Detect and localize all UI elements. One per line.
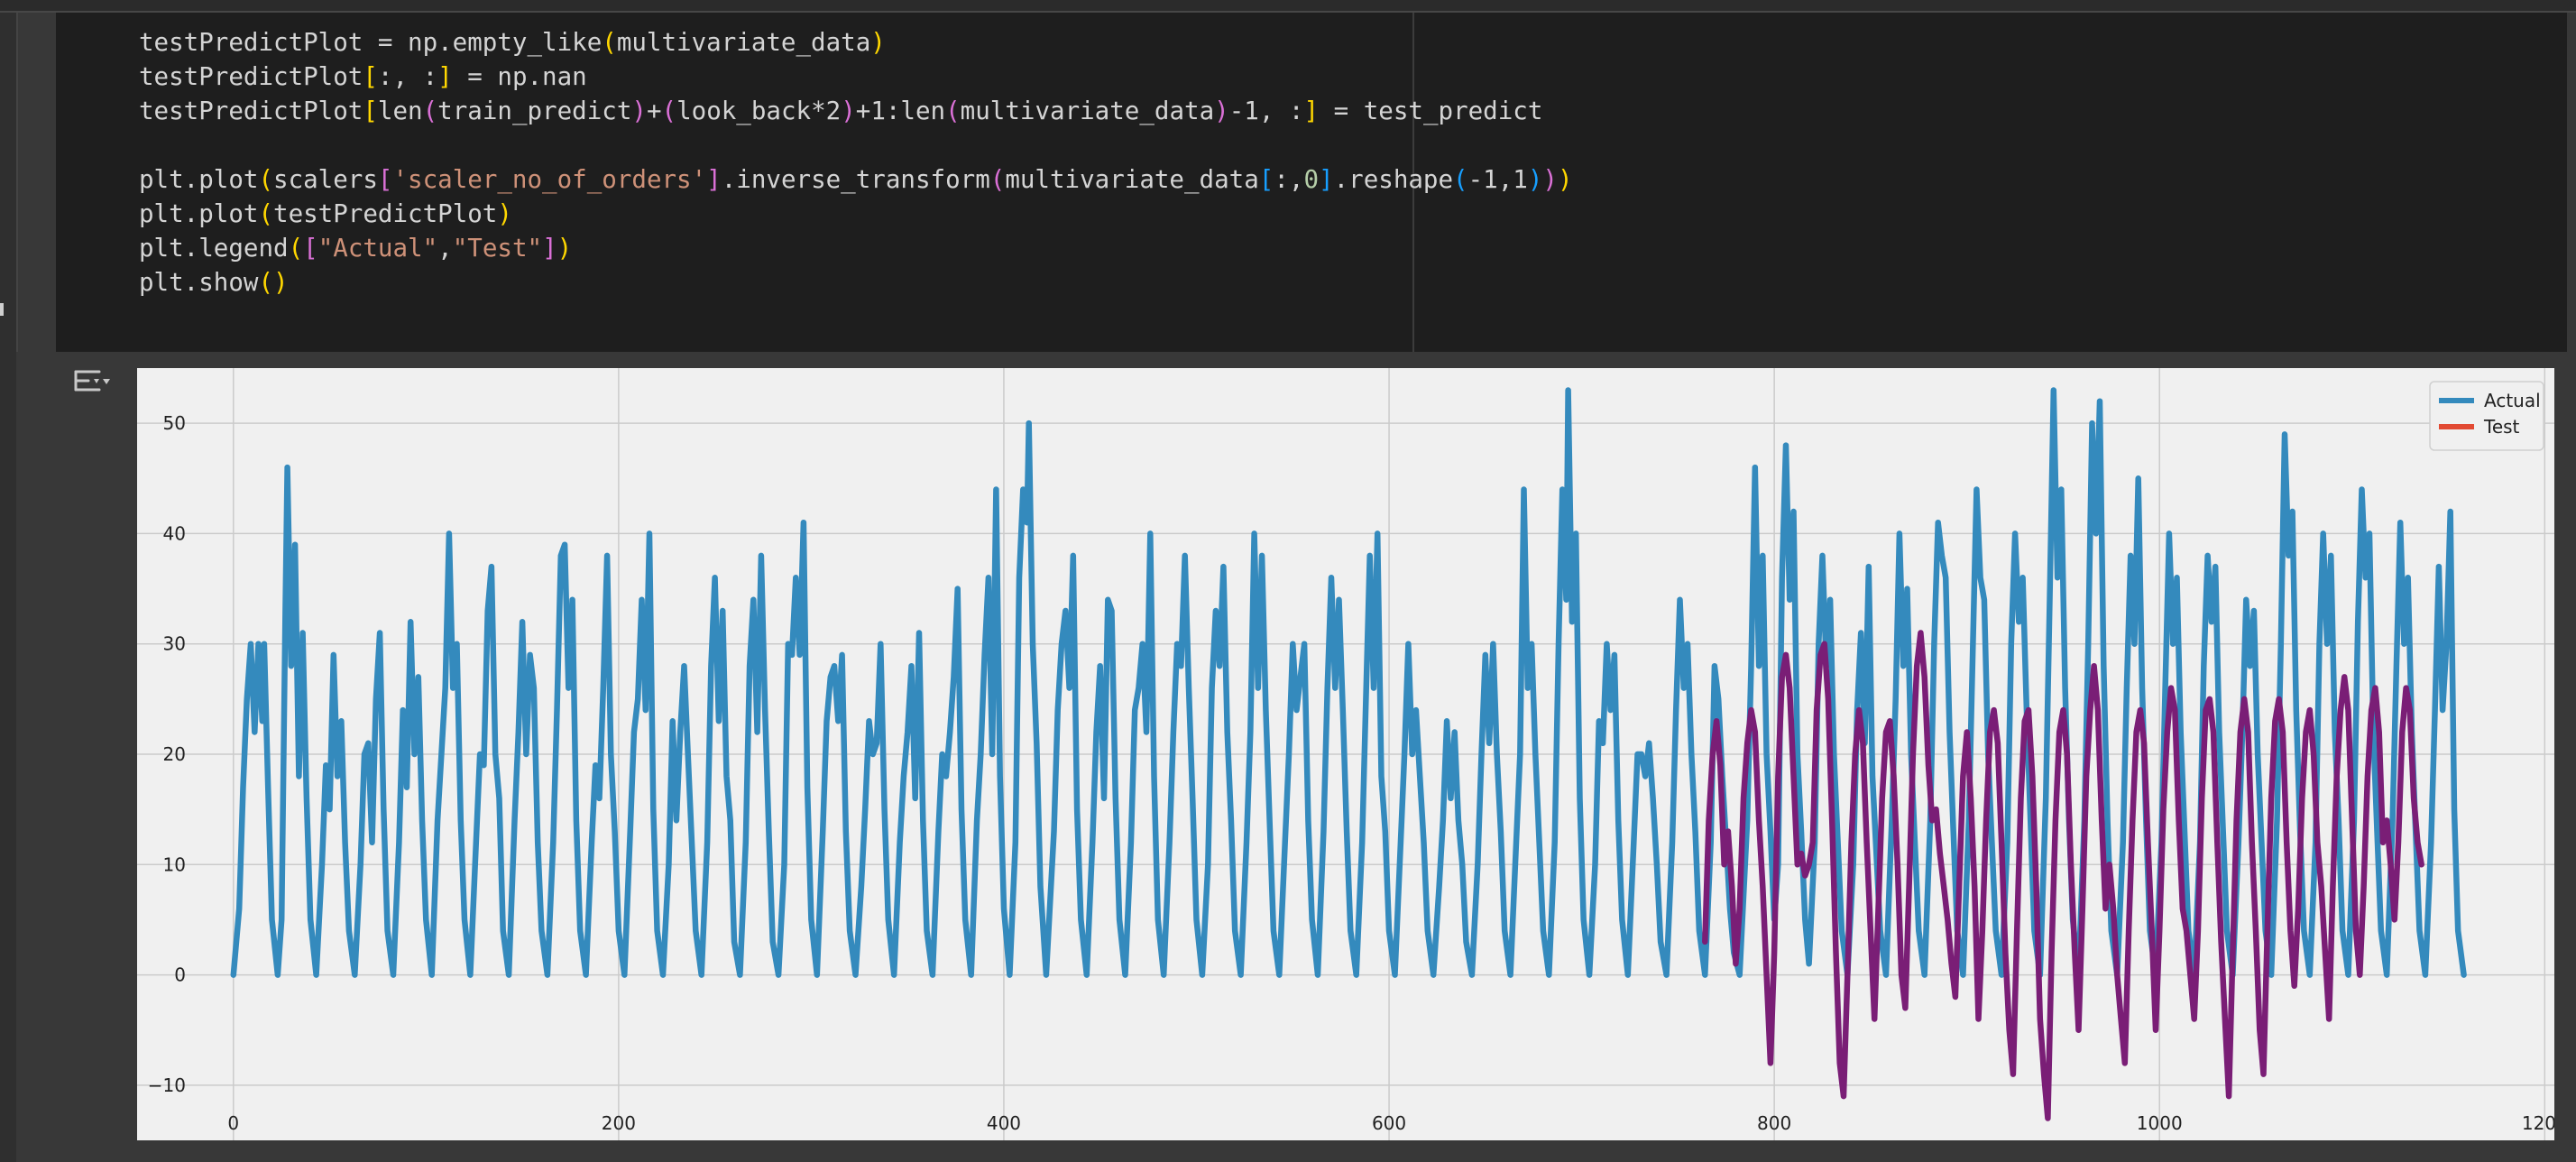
code-token: +1:len <box>855 97 946 125</box>
code-token: ( <box>258 199 274 228</box>
code-token: ) <box>1214 97 1229 125</box>
code-editor[interactable]: testPredictPlot = np.empty_like(multivar… <box>139 25 1573 300</box>
code-token: ] <box>706 165 722 194</box>
code-token: ( <box>288 234 304 263</box>
code-token: [ <box>363 62 378 91</box>
code-token: [ <box>1258 165 1274 194</box>
code-token: testPredictPlot <box>139 62 363 91</box>
top-bar <box>0 0 2576 13</box>
code-token: ( <box>661 97 677 125</box>
code-token: ( <box>989 165 1006 194</box>
code-token: testPredictPlot = np.empty_like <box>139 28 603 57</box>
code-token: ( <box>602 28 617 57</box>
left-gutter <box>0 13 18 1162</box>
code-line: plt.legend(["Actual","Test"]) <box>139 231 1573 265</box>
code-token: ( <box>258 268 274 297</box>
y-tick-label: 10 <box>163 853 186 875</box>
y-tick-label: −10 <box>148 1074 186 1096</box>
code-line: testPredictPlot[:, :] = np.nan <box>139 60 1573 94</box>
code-token: ( <box>1453 165 1468 194</box>
code-token: ( <box>258 165 274 194</box>
code-token: plt.legend <box>139 234 289 263</box>
code-token: scalers <box>273 165 378 194</box>
code-token: , <box>437 234 453 263</box>
code-token: ] <box>437 62 453 91</box>
x-tick-label: 1200 <box>2522 1112 2554 1134</box>
x-tick-label: 800 <box>1757 1112 1791 1134</box>
code-line: testPredictPlot = np.empty_like(multivar… <box>139 25 1573 60</box>
gutter-marker <box>0 303 4 316</box>
code-token: plt.plot <box>139 199 259 228</box>
code-token: ) <box>273 268 289 297</box>
code-token: "Test" <box>452 234 543 263</box>
code-line: plt.plot(scalers['scaler_no_of_orders'].… <box>139 162 1573 197</box>
code-token: = np.nan <box>452 62 587 91</box>
x-tick-label: 0 <box>227 1112 239 1134</box>
code-token: [ <box>377 165 393 194</box>
legend-label: Actual <box>2484 390 2541 411</box>
y-tick-label: 40 <box>163 522 186 544</box>
code-token: plt.plot <box>139 165 259 194</box>
code-token: multivariate_data <box>960 97 1215 125</box>
code-token: :, : <box>377 62 438 91</box>
code-token: train_predict <box>437 97 632 125</box>
y-tick-label: 50 <box>163 412 186 434</box>
code-token: ) <box>841 97 856 125</box>
code-token: 0 <box>1303 165 1320 194</box>
code-ruler <box>1412 13 1414 352</box>
code-token: ) <box>497 199 512 228</box>
code-line: plt.show() <box>139 265 1573 300</box>
code-token: multivariate_data <box>1005 165 1259 194</box>
code-token: 'scaler_no_of_orders' <box>392 165 707 194</box>
code-token: [ <box>303 234 318 263</box>
code-token: plt.show <box>139 268 259 297</box>
code-token: ( <box>422 97 438 125</box>
code-token: .inverse_transform <box>721 165 990 194</box>
code-token: look_back*2 <box>676 97 842 125</box>
code-token: ] <box>1303 97 1320 125</box>
y-tick-label: 20 <box>163 743 186 765</box>
x-tick-label: 400 <box>987 1112 1021 1134</box>
code-token: ( <box>945 97 961 125</box>
legend: Actual Test <box>2429 381 2544 451</box>
code-token: len <box>377 97 423 125</box>
code-token: -1, : <box>1228 97 1304 125</box>
code-token: + <box>646 97 662 125</box>
code-token: ) <box>631 97 647 125</box>
x-tick-label: 200 <box>602 1112 636 1134</box>
code-token: testPredictPlot <box>139 97 363 125</box>
y-tick-label: 0 <box>174 964 186 986</box>
plot-output: 0 200 400 600 800 1000 1200 −10 0 10 20 30 40 50 Actua… <box>137 368 2554 1140</box>
code-token: ) <box>870 28 886 57</box>
line-chart: 0 200 400 600 800 1000 1200 −10 0 10 20 30 40 50 Actua… <box>137 368 2554 1140</box>
code-line: plt.plot(testPredictPlot) <box>139 197 1573 231</box>
code-token: ] <box>1319 165 1334 194</box>
x-tick-label: 1000 <box>2137 1112 2183 1134</box>
code-token: ) <box>1527 165 1543 194</box>
code-token: ) <box>557 234 573 263</box>
code-token: "Actual" <box>317 234 438 263</box>
code-line <box>139 128 1573 162</box>
output-toggle-icon[interactable] <box>72 366 114 401</box>
code-token: testPredictPlot <box>273 199 498 228</box>
series-line-actual <box>230 387 2467 978</box>
x-tick-label: 600 <box>1372 1112 1406 1134</box>
y-tick-label: 30 <box>163 633 186 655</box>
code-token: multivariate_data <box>616 28 871 57</box>
code-cell[interactable]: testPredictPlot = np.empty_like(multivar… <box>56 13 2567 352</box>
series-line-test <box>1702 630 2424 1121</box>
code-token: [ <box>363 97 378 125</box>
legend-label: Test <box>2483 416 2520 438</box>
code-token: -1,1 <box>1467 165 1528 194</box>
code-line: testPredictPlot[len(train_predict)+(look… <box>139 94 1573 128</box>
code-token: :, <box>1274 165 1304 194</box>
code-token: ) <box>1542 165 1558 194</box>
code-token: = test_predict <box>1319 97 1543 125</box>
code-token: ) <box>1557 165 1573 194</box>
code-token: .reshape <box>1333 165 1454 194</box>
code-token: ] <box>542 234 557 263</box>
